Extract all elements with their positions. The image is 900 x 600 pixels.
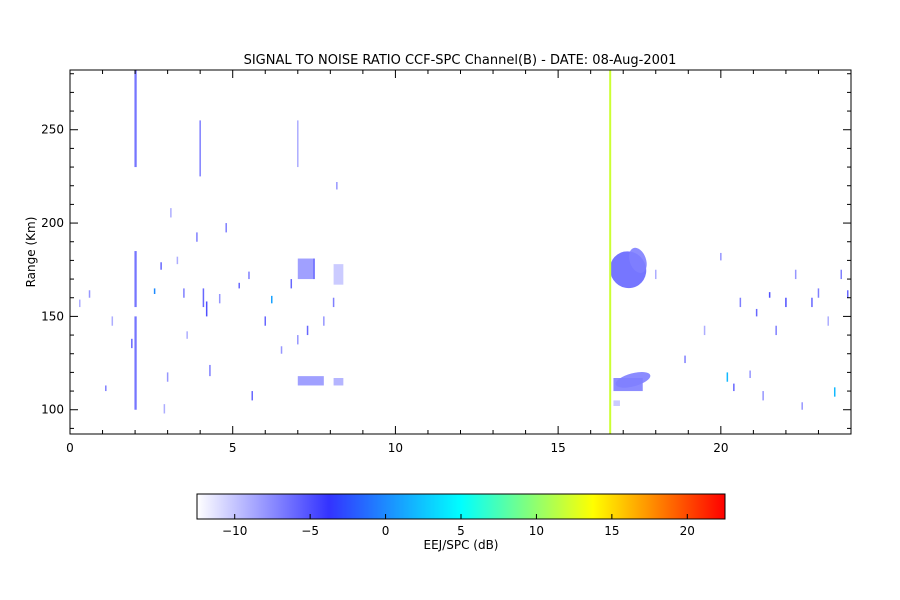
x-tick-label: 15 [550,441,565,455]
heatmap-cell [613,400,620,406]
heatmap-streak [739,297,742,308]
colorbar-tick-label: 20 [680,524,695,538]
x-tick-label: 10 [388,441,403,455]
heatmap-cell [297,258,315,280]
y-tick-label: 100 [41,403,64,417]
x-tick-label: 0 [66,441,74,455]
heatmap-streak [801,402,803,410]
heatmap-streak [248,271,250,280]
heatmap-streak [271,295,273,304]
colorbar-tick-label: −10 [222,524,247,538]
heatmap-streak [186,331,188,339]
y-tick-label: 250 [41,123,64,137]
heatmap-streak [225,223,227,233]
colorbar-tick-label: 15 [604,524,619,538]
heatmap-streak [199,120,201,177]
heatmap-streak [218,294,221,304]
chart-title: SIGNAL TO NOISE RATIO CCF-SPC Channel(B)… [244,53,677,68]
heatmap-streak [323,316,325,326]
colorbar-tick-label: 0 [382,524,390,538]
heatmap-streak [755,308,758,317]
heatmap-streak [170,208,172,218]
heatmap-data [79,70,849,434]
heatmap-streak [703,325,706,336]
heatmap-streak [336,182,338,190]
colorbar-tick-label: 10 [529,524,544,538]
x-tick-label: 5 [229,441,237,455]
heatmap-streak [131,338,133,349]
heatmap-streak [153,288,156,294]
heatmap-streak [176,256,179,265]
heatmap-streak [79,299,81,308]
heatmap-streak [166,372,169,382]
y-tick-label: 150 [41,309,64,323]
heatmap-streak [209,364,211,377]
heatmap-cell [333,264,344,285]
vertical-line [609,70,612,434]
heatmap-streak [251,391,253,401]
colorbar-ticks: −10 −5 0 5 10 15 20 [222,514,695,538]
heatmap-streak [238,282,240,289]
heatmap-streak [297,335,299,345]
heatmap-streak [280,346,283,354]
heatmap-streak [105,385,107,392]
plot-frame [69,69,852,435]
heatmap-streak [196,232,198,242]
heatmap-streak [749,370,751,378]
heatmap-streak [183,288,185,298]
heatmap-streak [768,292,771,298]
x-tick-label: 20 [713,441,728,455]
echo-blob [628,247,647,273]
heatmap-streak [794,269,797,280]
heatmap-cell [134,70,137,168]
heatmap-streak [726,372,729,382]
heatmap-streak [833,387,836,397]
heatmap-streak [202,288,205,308]
heatmap-cell [134,316,137,410]
heatmap-streak [846,290,849,298]
heatmap-streak [313,258,315,280]
colorbar-label: EEJ/SPC (dB) [423,538,498,552]
heatmap-streak [306,325,309,336]
heatmap-streak [297,120,299,168]
x-axis: 0 5 10 15 20 [66,70,852,455]
heatmap-cell [333,378,344,386]
heatmap-streak [160,262,162,270]
y-tick-label: 200 [41,216,64,230]
colorbar-tick-label: 5 [457,524,465,538]
echo-blob [615,372,651,388]
heatmap-streak [840,269,842,280]
heatmap-streak [811,297,813,308]
heatmap-cell [297,376,324,386]
heatmap-streak [88,290,91,298]
heatmap-streak [163,404,166,414]
heatmap-streak [205,301,208,317]
heatmap-streak [775,325,777,336]
heatmap-streak [827,316,829,326]
y-axis-label: Range (Km) [24,217,38,288]
heatmap-streak [785,297,787,308]
heatmap-streak [332,297,335,308]
heatmap-streak [817,288,820,298]
heatmap-streak [762,391,764,401]
heatmap-streak [290,279,293,289]
heatmap-streak [720,252,722,261]
heatmap-streak [655,269,657,280]
y-axis: 100 150 200 250 [41,73,851,429]
heatmap-streak [111,316,114,326]
heatmap-streak [684,355,686,364]
heatmap-streak [733,383,735,392]
heatmap-streak [264,316,266,326]
heatmap-cell [134,251,137,308]
colorbar-tick-label: −5 [301,524,319,538]
